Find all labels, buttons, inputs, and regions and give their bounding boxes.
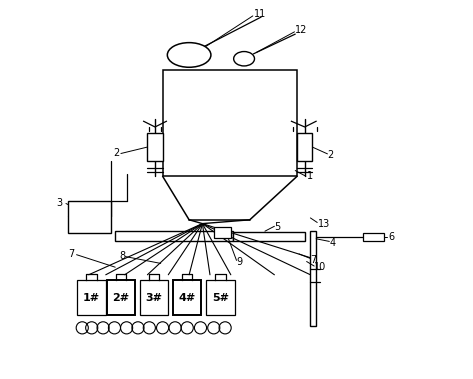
Text: 12: 12 [295, 25, 307, 35]
Text: 2#: 2# [113, 293, 130, 302]
Text: 7: 7 [310, 255, 316, 265]
Ellipse shape [234, 52, 254, 66]
Text: 2: 2 [327, 150, 334, 160]
Bar [206, 280, 235, 315]
Bar [163, 70, 297, 176]
Text: 7: 7 [68, 249, 74, 259]
Text: 5#: 5# [212, 293, 229, 302]
Text: 3: 3 [56, 198, 62, 208]
Text: 4#: 4# [178, 293, 196, 302]
Bar [148, 133, 163, 161]
Bar [297, 133, 312, 161]
Text: 1: 1 [307, 171, 313, 181]
Bar [77, 280, 106, 315]
Bar [233, 232, 305, 241]
Text: 5: 5 [274, 222, 280, 232]
Bar [68, 201, 112, 233]
Ellipse shape [167, 43, 211, 67]
Text: 10: 10 [314, 262, 326, 272]
Bar [115, 231, 233, 241]
Bar [310, 231, 316, 326]
Text: 6: 6 [388, 232, 394, 242]
Bar [140, 280, 168, 315]
Bar [363, 233, 384, 241]
Text: 11: 11 [254, 9, 266, 19]
Bar [173, 280, 201, 315]
Text: 3#: 3# [146, 293, 163, 302]
Text: 9: 9 [236, 257, 243, 266]
Bar [107, 280, 135, 315]
Text: 1#: 1# [83, 293, 100, 302]
Bar [214, 227, 231, 238]
Text: 4: 4 [329, 238, 335, 247]
Text: 8: 8 [119, 251, 125, 261]
Text: 13: 13 [318, 219, 330, 229]
Text: 2: 2 [114, 149, 120, 158]
